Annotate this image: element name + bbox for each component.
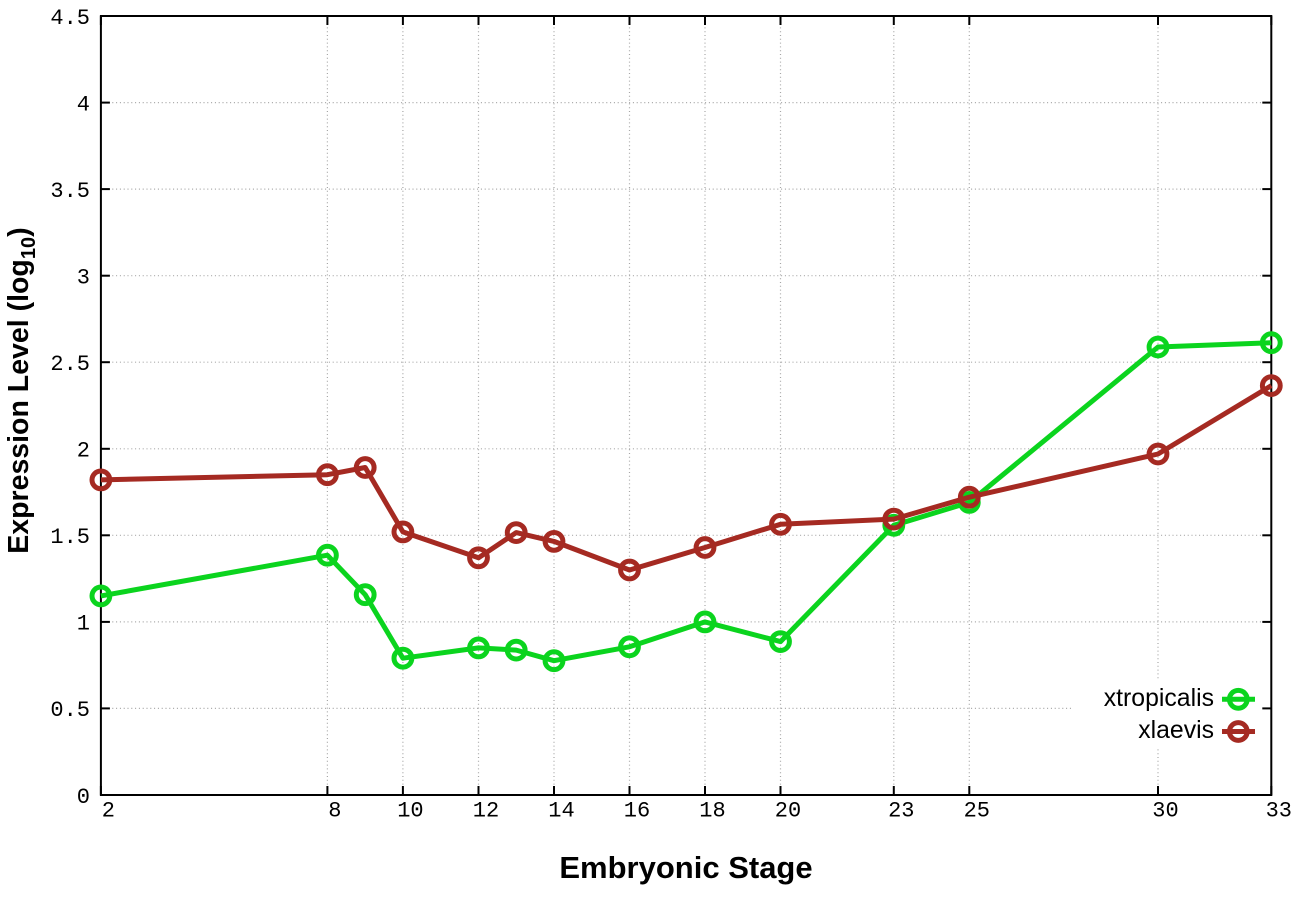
svg-text:18: 18 xyxy=(699,799,725,824)
svg-text:3.5: 3.5 xyxy=(50,179,90,204)
svg-text:2.5: 2.5 xyxy=(50,352,90,377)
svg-text:2: 2 xyxy=(102,799,115,824)
svg-text:xtropicalis: xtropicalis xyxy=(1104,685,1214,712)
svg-text:25: 25 xyxy=(964,799,990,824)
svg-text:12: 12 xyxy=(473,799,499,824)
svg-text:3: 3 xyxy=(77,266,90,291)
svg-text:Expression Level (log10): Expression Level (log10) xyxy=(3,227,40,553)
svg-text:14: 14 xyxy=(548,799,574,824)
svg-text:10: 10 xyxy=(397,799,423,824)
svg-text:20: 20 xyxy=(775,799,801,824)
svg-text:4: 4 xyxy=(77,92,90,117)
svg-text:4.5: 4.5 xyxy=(50,6,90,31)
svg-text:33: 33 xyxy=(1266,799,1292,824)
svg-text:Embryonic Stage: Embryonic Stage xyxy=(559,850,812,885)
svg-text:1.5: 1.5 xyxy=(50,525,90,550)
svg-text:xlaevis: xlaevis xyxy=(1138,717,1214,744)
svg-text:2: 2 xyxy=(77,439,90,464)
svg-text:0: 0 xyxy=(77,785,90,810)
svg-text:8: 8 xyxy=(328,799,341,824)
svg-text:30: 30 xyxy=(1152,799,1178,824)
svg-text:16: 16 xyxy=(624,799,650,824)
svg-text:0.5: 0.5 xyxy=(50,698,90,723)
svg-text:1: 1 xyxy=(77,612,90,637)
svg-text:23: 23 xyxy=(888,799,914,824)
